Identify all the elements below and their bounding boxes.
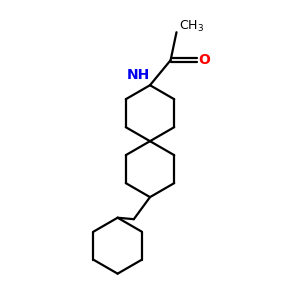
Text: CH$_3$: CH$_3$ xyxy=(179,20,204,34)
Text: NH: NH xyxy=(127,68,150,82)
Text: O: O xyxy=(199,52,210,67)
